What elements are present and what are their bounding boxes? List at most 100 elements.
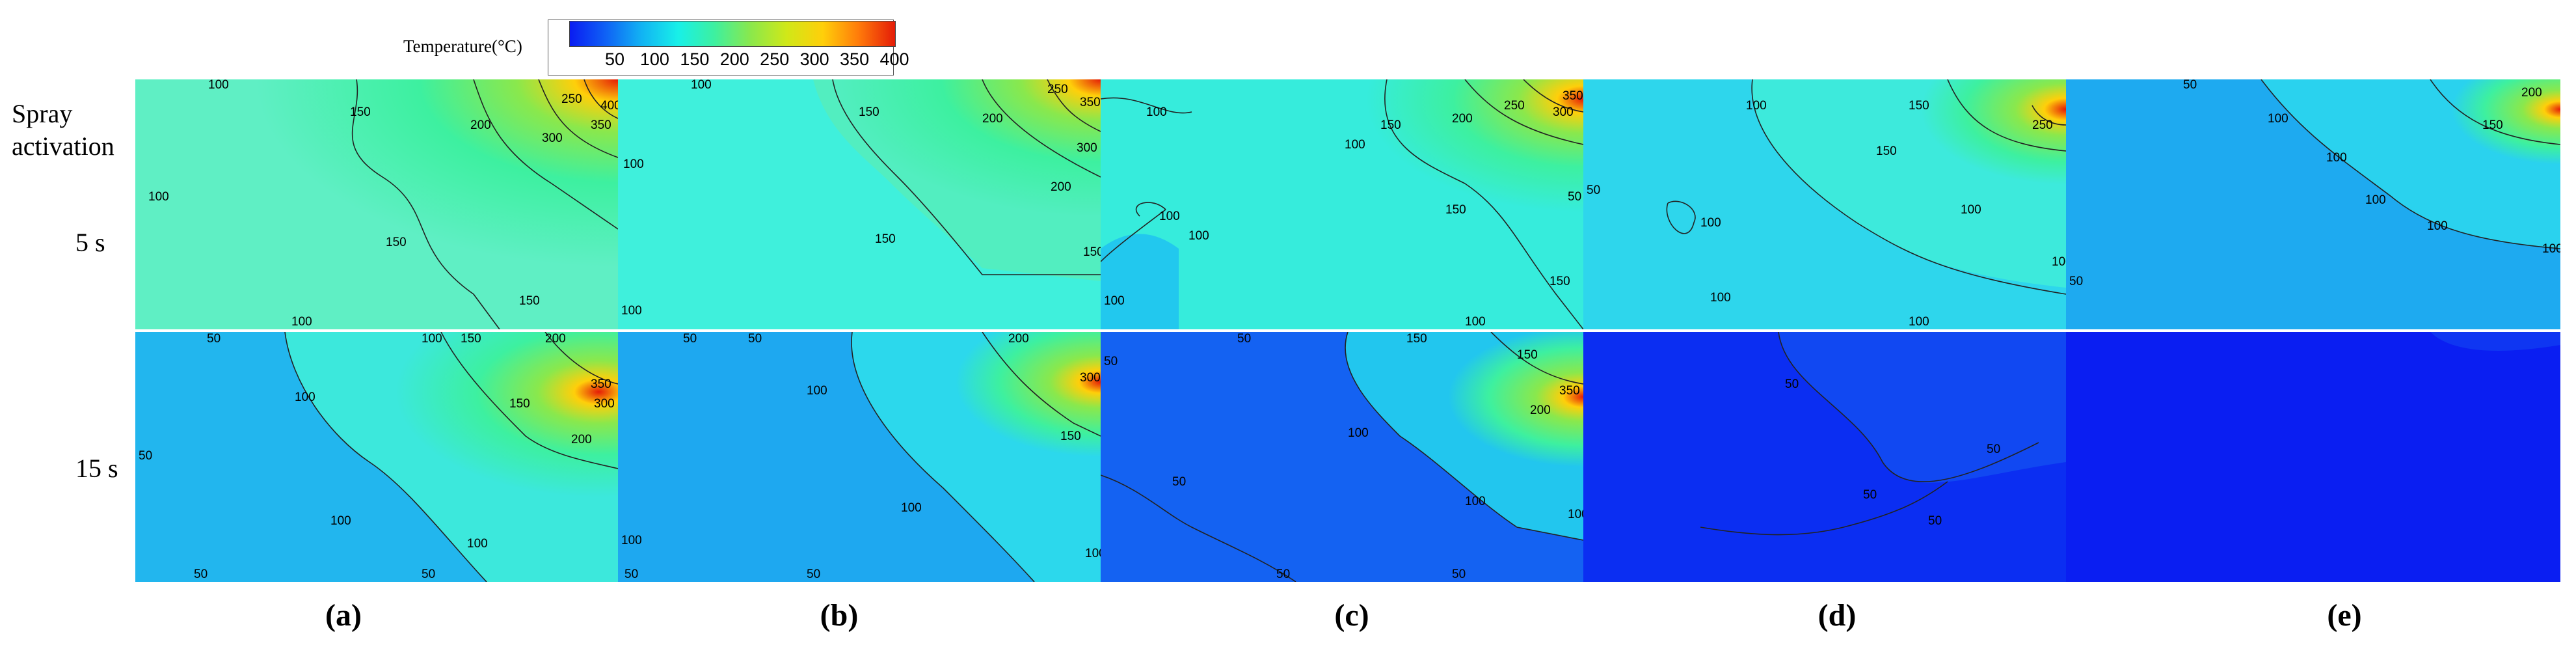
colorbar-tick-label: 300 — [799, 49, 829, 69]
contour-label: 150 — [2482, 118, 2503, 132]
contour-label: 150 — [1445, 203, 1466, 217]
colorbar-gradient — [569, 21, 896, 47]
colorbar-tick-label: 400 — [879, 49, 909, 69]
colorbar-frame — [548, 20, 894, 75]
panel-c-5s: 100 150 200 250 300 350 100 100 150 150 … — [1101, 79, 1583, 329]
contour-label: 50 — [1587, 184, 1601, 197]
contour-label: 100 — [1568, 508, 1583, 521]
panel-a-15s: 50 100 100 150 200 350 300 150 200 100 5… — [135, 332, 618, 582]
contour-label: 150 — [1517, 348, 1538, 362]
contour-label: 150 — [461, 332, 481, 346]
contour-label: 150 — [1380, 118, 1401, 132]
panel-a-5s: 100 150 200 250 300 350 400 100 150 150 … — [135, 79, 618, 329]
caption-b: (b) — [820, 598, 859, 633]
contour-label: 50 — [1863, 488, 1877, 502]
panel-d-15s: 50 50 50 50 — [1583, 332, 2066, 582]
contour-label: 150 — [1909, 99, 1929, 113]
contour-label: 150 — [859, 105, 879, 119]
contour-label: 50 — [1237, 332, 1252, 346]
contour-label: 300 — [1080, 371, 1101, 385]
contour-label: 50 — [1928, 514, 1942, 528]
colorbar-tick-label: 350 — [840, 49, 870, 69]
contour-label: 150 — [1060, 430, 1081, 443]
contour-label: 150 — [1083, 245, 1101, 259]
contour-label: 50 — [1172, 475, 1187, 489]
contour-label: 100 — [148, 190, 169, 204]
panel-d-5s: 100 150 250 150 100 100 100 100 100 50 — [1583, 79, 2066, 329]
contour-label: 50 — [1568, 190, 1582, 204]
contour-label: 100 — [2052, 255, 2066, 269]
contour-label: 150 — [1406, 332, 1427, 346]
contour-label: 150 — [1550, 275, 1570, 288]
contour-label: 100 — [2427, 219, 2448, 233]
contour-label: 100 — [621, 534, 642, 547]
contour-label: 100 — [1159, 210, 1180, 223]
colorbar-tick-label: 150 — [680, 49, 710, 69]
contour-label: 100 — [1710, 291, 1731, 305]
contour-label: 100 — [1348, 426, 1369, 440]
contour-label: 100 — [291, 315, 312, 329]
contour-label: 50 — [139, 449, 153, 463]
contour-label: 100 — [1085, 547, 1101, 560]
contour-label: 150 — [1876, 144, 1897, 158]
contour-label: 100 — [1188, 229, 1209, 243]
contour-label: 100 — [2326, 151, 2347, 165]
contour-label: 350 — [591, 118, 611, 132]
contour-label: 300 — [1553, 105, 1574, 119]
contour-label: 50 — [2069, 275, 2084, 288]
contour-label: 50 — [194, 568, 208, 581]
contour-label: 200 — [2521, 86, 2542, 100]
contour-label: 100 — [1345, 138, 1365, 152]
colorbar-title: Temperature(°C) — [403, 36, 522, 56]
caption-e: (e) — [2327, 598, 2362, 633]
contour-label: 150 — [386, 236, 407, 249]
contour-label: 100 — [901, 501, 922, 515]
contour-label: 350 — [1563, 89, 1583, 103]
contour-label: 50 — [748, 332, 762, 346]
contour-label: 350 — [1080, 96, 1101, 109]
colorbar-tick-label: 200 — [719, 49, 749, 69]
colorbar-tick-label: 250 — [760, 49, 790, 69]
panel-e-5s: 50 100 150 200 100 100 100 50 100 — [2066, 79, 2560, 329]
contour-label: 200 — [1452, 112, 1473, 126]
panel-b-15s: 50 50 100 200 300 150 100 50 50 100 100 — [618, 332, 1101, 582]
contour-label: 100 — [295, 391, 315, 404]
contour-label: 100 — [807, 384, 827, 398]
contour-label: 100 — [1746, 99, 1767, 113]
contour-label: 200 — [982, 112, 1003, 126]
contour-label: 150 — [519, 294, 540, 308]
contour-label: 50 — [624, 568, 639, 581]
colorbar-tick-label: 100 — [639, 49, 669, 69]
contour-label: 50 — [1785, 377, 1799, 391]
contour-label: 250 — [1504, 99, 1525, 113]
contour-label: 250 — [2032, 118, 2053, 132]
contour-label: 150 — [509, 397, 530, 411]
contour-label: 50 — [207, 332, 221, 346]
row-label-5s: 5 s — [75, 228, 105, 257]
contour-label: 100 — [2268, 112, 2288, 126]
caption-d: (d) — [1818, 598, 1857, 633]
contour-label: 100 — [1700, 216, 1721, 230]
contour-label: 100 — [2365, 193, 2386, 207]
contour-label: 100 — [691, 79, 712, 92]
contour-label: 250 — [561, 92, 582, 106]
contour-label: 100 — [208, 79, 229, 92]
colorbar-tick-label: 50 — [604, 49, 625, 69]
contour-label: 50 — [1987, 443, 2001, 456]
contour-label: 50 — [1452, 568, 1466, 581]
contour-label: 400 — [600, 99, 618, 113]
caption-c: (c) — [1334, 598, 1369, 633]
contour-label: 250 — [1047, 83, 1068, 96]
panel-c-15s: 50 50 100 150 150 350 200 100 50 50 50 1… — [1101, 332, 1583, 582]
contour-label: 100 — [1465, 495, 1486, 508]
panel-b-5s: 100 150 200 250 350 300 200 150 100 150 … — [618, 79, 1101, 329]
colorbar-ticks: 50 100 150 200 250 300 350 400 — [569, 49, 933, 72]
contour-label: 100 — [1465, 315, 1486, 329]
panel-e-15s — [2066, 332, 2560, 582]
contour-label: 300 — [594, 397, 615, 411]
contour-label: 100 — [467, 537, 488, 551]
row-label-spray-activation: Spray activation — [12, 99, 114, 161]
contour-label: 200 — [1051, 180, 1071, 194]
contour-label: 50 — [2183, 79, 2197, 92]
contour-label: 100 — [1961, 203, 1981, 217]
